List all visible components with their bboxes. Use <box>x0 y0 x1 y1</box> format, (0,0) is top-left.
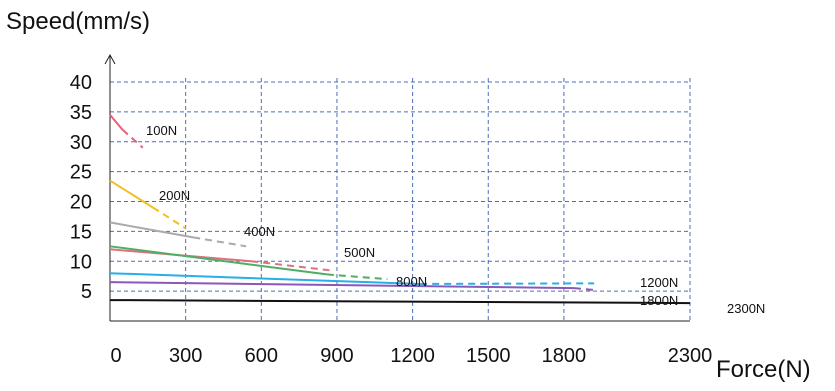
x-tick-label-1500: 1500 <box>466 345 511 367</box>
series-label-500n: 500N <box>344 245 375 260</box>
grid <box>110 78 691 321</box>
x-tick-label-600: 600 <box>245 345 278 367</box>
tick-labels: 5 10 15 20 25 30 35 40 0 300 600 900 1200 1500 1800 230… <box>70 72 713 367</box>
series-line-800n-solid <box>109 245 327 276</box>
series-line-500n-dashed <box>251 260 330 272</box>
x-tick-label-2300: 2300 <box>668 345 713 367</box>
y-tick-label-40: 40 <box>70 72 92 94</box>
series-label-800n: 800N <box>396 274 427 289</box>
x-tick-label-0: 0 <box>110 345 121 367</box>
series-label-1200n: 1200N <box>640 275 678 290</box>
y-tick-label-15: 15 <box>70 221 92 243</box>
series-line-400n-solid <box>109 221 194 239</box>
x-tick-label-1800: 1800 <box>542 345 587 367</box>
y-tick-label-35: 35 <box>70 102 92 124</box>
y-axis-arrow <box>104 53 116 65</box>
series-label-200n: 200N <box>159 188 190 203</box>
series-label-100n: 100N <box>146 123 177 138</box>
x-tick-label-300: 300 <box>169 345 202 367</box>
series-line-1800n-dashed <box>573 287 595 291</box>
series-line-100n-solid <box>109 114 124 131</box>
series-line-1200n-solid <box>109 272 421 285</box>
x-axis-title: Force(N) <box>716 356 811 383</box>
series-line-200n-solid <box>109 179 154 209</box>
series-labels: 100N 200N 400N 500N 800N 1200N 1800N 2300N <box>146 123 765 316</box>
series-label-2300n: 2300N <box>727 301 765 316</box>
series-line-2300n-solid <box>109 299 691 305</box>
axes <box>104 53 690 322</box>
y-axis-title: Speed(mm/s) <box>6 8 151 35</box>
y-tick-label-25: 25 <box>70 162 92 184</box>
x-tick-label-1200: 1200 <box>390 345 435 367</box>
series-lines <box>109 114 691 305</box>
series-line-1200n-dashed <box>420 282 595 285</box>
x-tick-label-900: 900 <box>320 345 353 367</box>
series-line-400n-dashed <box>193 236 247 248</box>
y-tick-label-20: 20 <box>70 192 92 214</box>
y-tick-label-10: 10 <box>70 251 92 273</box>
series-label-400n: 400N <box>244 224 275 239</box>
series-line-100n-dashed <box>121 129 144 149</box>
y-tick-label-30: 30 <box>70 132 92 154</box>
series-line-800n-dashed <box>326 273 388 281</box>
series-label-1800n: 1800N <box>640 293 678 308</box>
y-tick-label-5: 5 <box>81 281 92 303</box>
series-line-1800n-solid <box>109 281 575 290</box>
series-line-200n-dashed <box>152 206 187 230</box>
